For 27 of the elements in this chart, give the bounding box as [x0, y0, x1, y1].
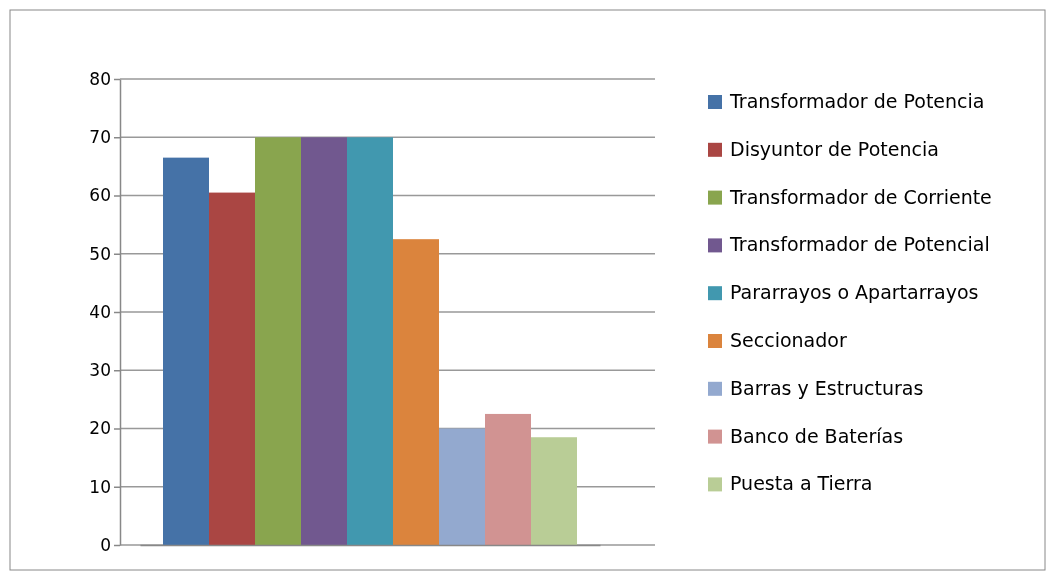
legend-label: Puesta a Tierra: [730, 472, 873, 495]
y-tick-label: 50: [89, 243, 111, 264]
legend-label: Pararrayos o Apartarrayos: [730, 281, 979, 304]
legend-label: Barras y Estructuras: [730, 376, 924, 399]
legend-label: Disyuntor de Potencia: [730, 137, 939, 160]
bar: [255, 137, 301, 545]
legend-label: Banco de Baterías: [730, 424, 904, 447]
legend-label: Seccionador: [730, 329, 847, 351]
y-tick-label: 30: [89, 360, 111, 381]
y-tick-label: 60: [89, 185, 111, 206]
y-tick-label: 10: [89, 476, 111, 497]
y-tick-label: 0: [100, 534, 111, 555]
bar: [209, 192, 255, 545]
bar: [531, 437, 577, 545]
y-tick-label: 40: [89, 301, 111, 322]
y-tick-label: 20: [89, 418, 111, 439]
y-tick-label: 70: [89, 127, 111, 148]
bar: [301, 137, 347, 545]
legend-label: Transformador de Corriente: [729, 185, 992, 208]
bar: [485, 413, 531, 545]
legend-label: Transformador de Potencia: [729, 90, 985, 112]
bar: [347, 137, 393, 545]
y-tick-label: 80: [89, 68, 111, 89]
bar: [393, 239, 439, 545]
bar: [163, 157, 209, 545]
legend-label: Transformador de Potencial: [729, 233, 990, 256]
bar: [439, 428, 485, 545]
